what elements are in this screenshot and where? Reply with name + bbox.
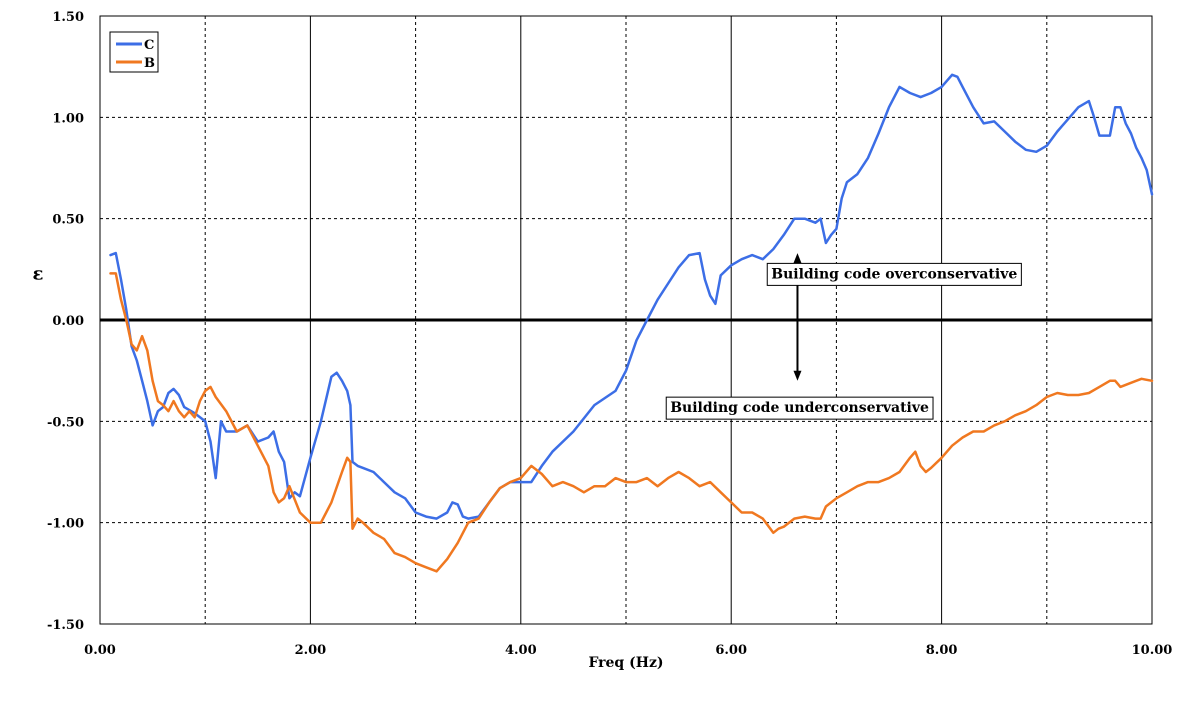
annotation-underconservative-box bbox=[665, 396, 934, 420]
y-tick-label: -1.00 bbox=[47, 517, 84, 532]
y-tick-label: -1.50 bbox=[47, 618, 84, 633]
y-tick-label: 0.00 bbox=[52, 314, 84, 329]
x-tick-label: 10.00 bbox=[1132, 643, 1173, 658]
legend-label-b: B bbox=[144, 56, 155, 71]
y-tick-label: 1.00 bbox=[52, 111, 84, 126]
x-tick-label: 8.00 bbox=[926, 643, 958, 658]
y-tick-label: 1.50 bbox=[52, 10, 84, 25]
annotation-overconservative: Building code overconservative bbox=[766, 262, 1022, 286]
plot-area-frame bbox=[99, 15, 1153, 625]
annotation-overconservative-text: Building code overconservative bbox=[771, 266, 1017, 282]
y-tick-label: 0.50 bbox=[52, 213, 84, 228]
annotation-underconservative: Building code underconservative bbox=[665, 396, 934, 420]
legend: C B bbox=[109, 31, 159, 73]
x-tick-label: 6.00 bbox=[715, 643, 747, 658]
arrow-head-down bbox=[793, 370, 802, 381]
y-axis-ticks: -1.50 -1.00 -0.50 0.00 0.50 1.00 1.50 bbox=[47, 10, 84, 633]
arrow-head-up bbox=[793, 253, 802, 264]
legend-label-c: C bbox=[144, 38, 154, 53]
y-tick-label: -0.50 bbox=[47, 415, 84, 430]
annotation-overconservative-box bbox=[766, 262, 1022, 286]
x-tick-label: 2.00 bbox=[295, 643, 327, 658]
series-line-c bbox=[109, 73, 1154, 520]
series-layer bbox=[109, 73, 1154, 573]
y-axis-title: ε bbox=[33, 263, 44, 284]
x-tick-label: 0.00 bbox=[84, 643, 116, 658]
x-axis-title: Freq (Hz) bbox=[588, 655, 663, 671]
legend-box bbox=[109, 31, 159, 73]
series-line-b bbox=[109, 272, 1154, 573]
annotation-underconservative-text: Building code underconservative bbox=[670, 400, 929, 416]
x-axis-ticks: 0.00 2.00 4.00 6.00 8.00 10.00 bbox=[84, 643, 1172, 658]
x-tick-label: 4.00 bbox=[505, 643, 537, 658]
